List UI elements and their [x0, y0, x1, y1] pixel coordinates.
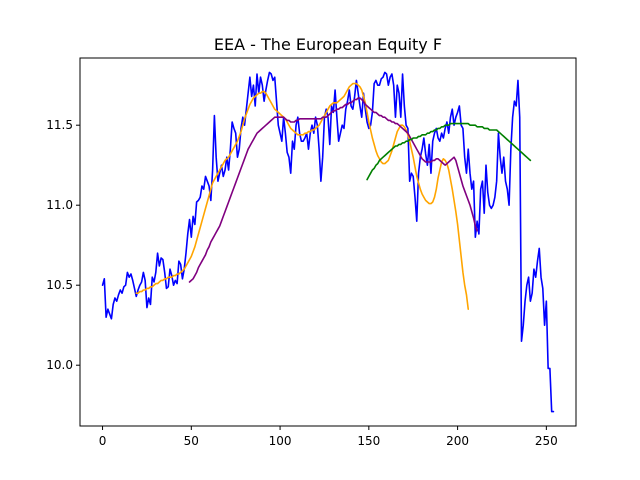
series-line-3 — [366, 122, 532, 181]
x-tick-label: 100 — [269, 434, 292, 448]
y-tick-label: 10.5 — [46, 278, 73, 292]
x-tick-label: 50 — [184, 434, 199, 448]
series-layer — [101, 71, 555, 413]
series-line-2 — [188, 97, 478, 283]
x-tick-label: 200 — [446, 434, 469, 448]
x-axis: 0 50 100 150 200 250 — [99, 426, 558, 448]
y-axis: 10.0 10.5 11.0 11.5 — [46, 118, 80, 372]
x-tick-label: 150 — [357, 434, 380, 448]
series-line-1 — [135, 82, 470, 311]
plot-frame — [79, 57, 577, 427]
chart-title: EEA - The European Equity F — [214, 35, 442, 54]
y-tick-label: 11.0 — [46, 198, 73, 212]
x-tick-label: 250 — [535, 434, 558, 448]
x-tick-label: 0 — [99, 434, 107, 448]
y-tick-label: 10.0 — [46, 358, 73, 372]
series-line-0 — [101, 71, 555, 413]
y-tick-label: 11.5 — [46, 118, 73, 132]
